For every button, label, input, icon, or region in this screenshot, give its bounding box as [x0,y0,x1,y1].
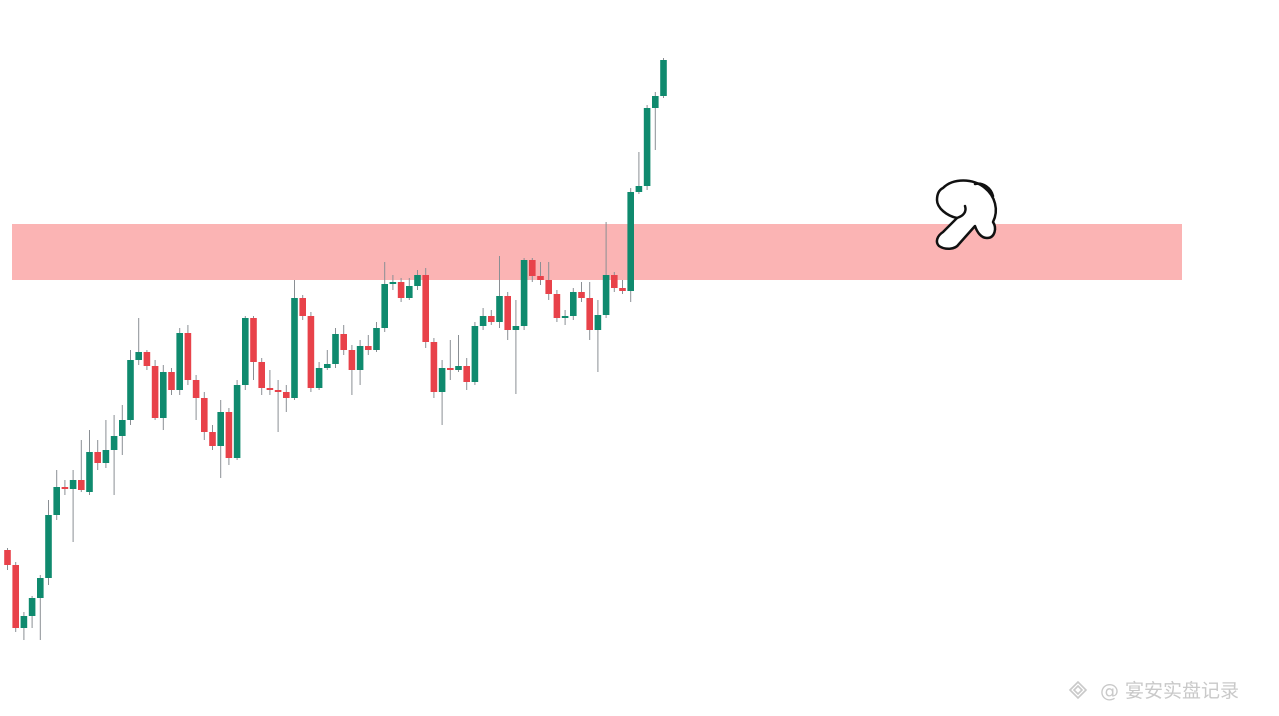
candle-body [69,480,77,489]
candle-body [553,294,561,318]
candle-body [307,316,315,388]
candle-body [488,316,495,322]
candle-body [619,288,626,291]
candle-body [45,515,52,578]
candle-body [496,296,503,322]
candle-body [151,366,159,418]
candle-body [283,392,290,398]
candle-body [20,616,28,628]
candle-body [12,565,19,628]
candle-body [381,284,388,328]
candle-layer [4,58,667,640]
candle-body [356,346,364,370]
candle-body [447,368,454,370]
candle-body [86,452,93,492]
candle-body [61,487,69,489]
pointing-hand-icon [935,179,997,250]
candle-body [94,452,101,463]
candle-body [373,328,380,350]
candle-body [627,192,634,291]
candle-body [602,275,610,315]
candle-body [102,450,110,463]
candle-body [652,96,659,108]
candle-body [143,352,151,366]
candle-body [127,360,134,420]
candle-body [4,550,11,565]
candle-body [332,334,339,364]
candle-body [209,432,216,446]
candle-body [471,326,479,382]
candle-body [422,275,429,342]
watermark-logo [1068,680,1088,700]
resistance-zone [12,224,1182,280]
candle-body [242,318,249,385]
candle-body [611,275,618,288]
candle-body [570,292,577,316]
candle-body [274,390,282,392]
candle-body [266,388,274,390]
candle-body [192,380,200,398]
candle-body [324,364,331,368]
candle-body [479,316,487,326]
candle-body [365,346,372,350]
candle-body [37,578,44,598]
candle-body [135,352,142,360]
candle-body [504,296,511,330]
candle-body [455,366,462,370]
candle-body [28,598,36,616]
candle-body [340,334,347,350]
candle-body [660,60,667,96]
candle-body [545,280,552,294]
zone-layer [12,224,1182,280]
watermark-text: @ 宴安实盘记录 [1100,679,1239,702]
candle-body [529,260,536,276]
candle-body [463,366,470,382]
candle-body [315,368,323,388]
candle-body [430,342,438,392]
candle-body [586,298,593,330]
candle-body [225,412,233,458]
candle-body [299,298,306,316]
candle-body [53,487,60,515]
candle-body [397,282,405,298]
candle-body [578,292,585,298]
candle-body [78,480,85,490]
candle-body [168,372,175,390]
candle-body [258,362,265,388]
candle-body [438,368,446,392]
candle-body [520,260,528,326]
candle-body [217,412,224,446]
candle-body [119,420,126,436]
candle-body [184,333,192,380]
candle-body [537,276,544,280]
candle-body [561,316,569,318]
candle-body [389,282,397,284]
candle-body [635,186,643,192]
candle-body [512,326,520,330]
candle-body [406,286,413,298]
candle-body [250,318,257,362]
candle-body [201,398,208,432]
candle-body [414,275,421,286]
candle-body [643,108,651,186]
candle-body [160,372,167,418]
candle-body [348,350,356,370]
candle-body [233,385,241,458]
candle-body [176,333,183,390]
candle-body [291,298,298,398]
candle-body [594,315,602,330]
candle-body [110,436,118,450]
